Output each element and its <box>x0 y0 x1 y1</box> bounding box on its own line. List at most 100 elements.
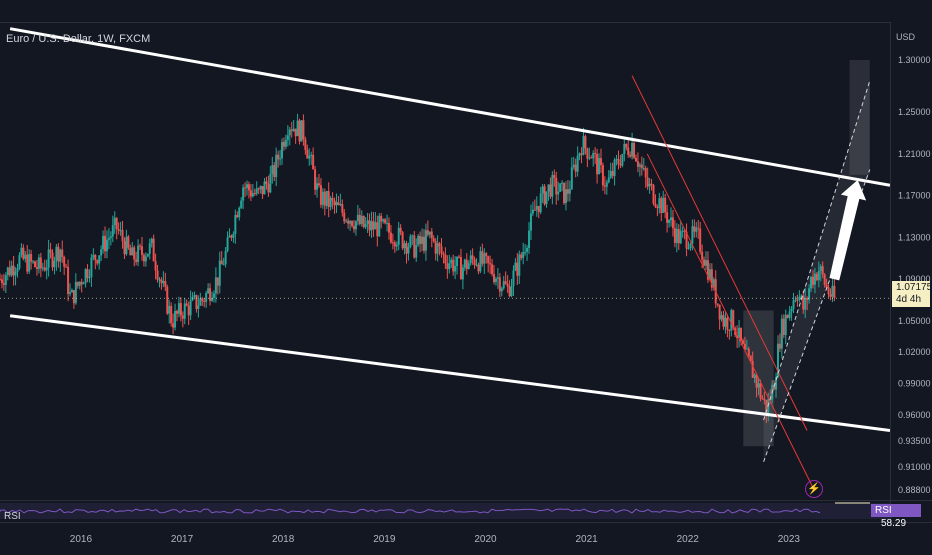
candle-body <box>119 230 122 232</box>
candle-body <box>240 200 243 208</box>
candle-body <box>708 269 711 280</box>
candle-body <box>294 128 297 137</box>
candle-body <box>745 348 748 350</box>
candle-body <box>100 249 103 256</box>
candle-body <box>458 256 461 258</box>
rsi-pane-label[interactable]: RSI <box>4 511 21 522</box>
candle-body <box>94 254 97 261</box>
candle-body <box>216 277 219 286</box>
candle-body <box>351 221 354 227</box>
candle-body <box>140 246 143 255</box>
candle-body <box>370 221 373 231</box>
candle-body <box>545 191 548 205</box>
candle-body <box>63 256 66 267</box>
candle-body <box>302 120 305 140</box>
candle-body <box>212 293 215 299</box>
candle-body <box>0 279 3 284</box>
candle-body <box>502 281 505 289</box>
candle-body <box>380 215 383 222</box>
candle-body <box>699 228 702 252</box>
candle-body <box>401 232 404 249</box>
lightning-icon[interactable]: ⚡ <box>805 480 823 498</box>
candle-body <box>487 256 490 264</box>
candle-body <box>123 241 126 255</box>
upper-channel-line <box>9 27 891 187</box>
candle-body <box>113 217 116 226</box>
candle-body <box>273 165 276 178</box>
symbol-title[interactable]: Euro / U.S. Dollar, 1W, FXCM <box>6 33 151 45</box>
candle-body <box>467 263 470 270</box>
candle-body <box>489 263 492 265</box>
candle-body <box>269 173 272 193</box>
candle-body <box>111 225 114 237</box>
candle-body <box>720 315 723 320</box>
candle-body <box>570 167 573 190</box>
candle-body <box>485 253 488 257</box>
candle-body <box>436 243 439 254</box>
candle-body <box>712 279 715 288</box>
downtrend-lower-line <box>646 153 815 491</box>
candle-body <box>246 184 249 188</box>
rsi-tag-value: 58.29 <box>881 518 907 529</box>
candle-body <box>150 238 153 244</box>
price-tick-label: 1.05000 <box>898 316 931 326</box>
candle-body <box>249 190 252 197</box>
candle-body <box>232 233 235 238</box>
rsi-line <box>0 508 821 514</box>
candle-body <box>541 186 544 194</box>
candle-body <box>407 246 410 254</box>
candle-body <box>362 215 365 228</box>
candle-body <box>705 260 708 266</box>
candle-body <box>660 198 663 213</box>
candle-body <box>586 148 589 159</box>
candle-body <box>572 164 575 168</box>
candle-body <box>623 143 626 154</box>
candle-body <box>203 300 206 302</box>
candle-body <box>786 314 789 318</box>
candle-body <box>601 165 604 186</box>
candle-body <box>224 250 227 265</box>
candle-body <box>642 168 645 170</box>
target-arrow <box>829 180 867 281</box>
candle-body <box>67 266 70 294</box>
candle-body <box>508 286 511 297</box>
candle-body <box>341 204 344 213</box>
candle-body <box>741 340 744 344</box>
candle-body <box>658 198 661 209</box>
candle-body <box>438 243 441 247</box>
candle-body <box>454 265 457 272</box>
candle-body <box>96 260 99 264</box>
candle-body <box>535 205 538 210</box>
candle-body <box>471 255 474 260</box>
candle-body <box>564 189 567 204</box>
candle-body <box>605 182 608 187</box>
candle-body <box>51 252 54 268</box>
candle-body <box>127 236 130 248</box>
price-tick-label: 1.30000 <box>898 55 931 65</box>
candle-body <box>298 120 301 142</box>
candle-body <box>135 259 138 263</box>
candle-body <box>263 181 266 195</box>
candle-body <box>730 310 733 331</box>
candle-body <box>574 164 577 172</box>
candle-body <box>316 183 319 190</box>
candle-body <box>477 264 480 272</box>
candle-body <box>444 254 447 264</box>
candle-body <box>559 183 562 192</box>
candle-body <box>69 292 72 294</box>
candle-body <box>222 264 225 266</box>
candle-body <box>675 228 678 243</box>
bar-countdown: 4d 4h <box>896 294 922 305</box>
candle-body <box>397 227 400 245</box>
candle-body <box>329 197 332 207</box>
candle-body <box>43 267 46 271</box>
candle-body <box>339 204 342 206</box>
candle-body <box>706 260 709 280</box>
candle-body <box>611 170 614 176</box>
candle-body <box>633 142 636 158</box>
candle-body <box>724 317 727 327</box>
time-tick-label: 2019 <box>373 534 396 545</box>
candle-body <box>763 399 766 401</box>
candle-body <box>80 281 83 285</box>
